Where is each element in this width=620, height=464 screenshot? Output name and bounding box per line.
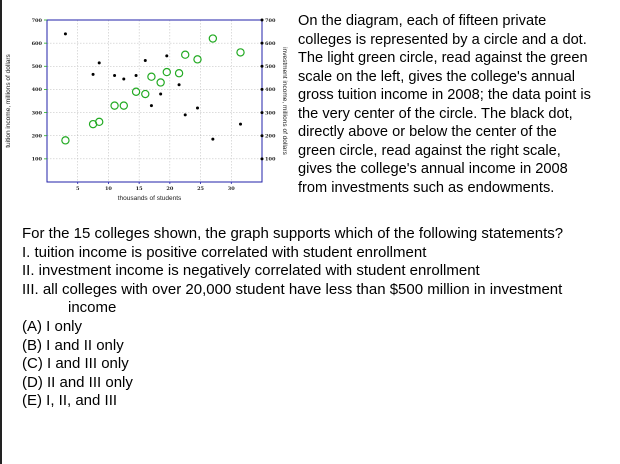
left-tick-label: 300 xyxy=(32,110,43,116)
statement-3-continuation: income xyxy=(68,299,117,317)
investment-point xyxy=(177,83,181,87)
chart-grid xyxy=(47,19,262,182)
investment-point xyxy=(211,137,215,141)
right-tick-dot xyxy=(260,41,264,45)
investment-point xyxy=(159,92,163,96)
chart-ticks: 100 200 300 400 500 600 700 100 200 300 400 500 600 7… xyxy=(32,18,276,192)
tuition-point xyxy=(156,78,165,87)
right-tick-dot xyxy=(260,18,264,22)
tuition-point xyxy=(110,101,119,110)
right-tick-label: 100 xyxy=(265,157,276,163)
scatter-chart: 100 200 300 400 500 600 700 100 200 300 400 500 600 7… xyxy=(5,18,288,202)
right-y-axis-label: investment income, millions of dollars xyxy=(281,47,288,155)
left-tick-label: 200 xyxy=(32,134,43,140)
right-tick-label: 500 xyxy=(265,64,276,70)
tuition-point xyxy=(174,69,184,78)
left-tick-label: 500 xyxy=(32,64,43,70)
option-a[interactable]: (A) I only xyxy=(22,317,83,335)
left-tick-label: 400 xyxy=(32,87,43,93)
investment-point xyxy=(97,61,101,65)
tuition-point xyxy=(208,34,218,43)
left-y-axis-label: tuition income, millions of dollars xyxy=(5,53,12,147)
statement-1: I. tuition income is positive correlated… xyxy=(22,243,427,261)
investment-point xyxy=(239,122,242,126)
right-tick-dot xyxy=(260,111,264,115)
statement-3: III. all colleges with over 20,000 stude… xyxy=(22,280,563,298)
option-e[interactable]: (E) I, II, and III xyxy=(22,392,118,410)
question-block: For the 15 colleges shown, the graph sup… xyxy=(22,225,612,411)
investment-point xyxy=(63,32,67,36)
x-tick-label: 5 xyxy=(76,186,80,192)
right-tick-label: 200 xyxy=(265,134,276,140)
investment-point xyxy=(134,74,138,78)
investment-point xyxy=(113,74,117,78)
tuition-point xyxy=(141,89,150,99)
left-tick-label: 700 xyxy=(32,18,43,24)
plot-frame xyxy=(46,19,263,183)
investment-point xyxy=(196,106,199,110)
x-tick-label: 10 xyxy=(105,186,112,192)
x-tick-label: 30 xyxy=(228,186,235,192)
x-tick-label: 25 xyxy=(197,186,204,192)
right-tick-label: 600 xyxy=(265,41,276,47)
question-stem: For the 15 colleges shown, the graph sup… xyxy=(22,225,564,242)
investment-point xyxy=(165,54,169,58)
tuition-point xyxy=(193,55,202,64)
investment-point xyxy=(149,104,153,108)
statement-2: II. investment income is negatively corr… xyxy=(22,262,480,280)
investment-point xyxy=(91,72,95,76)
intro-paragraph: On the diagram, each of fifteen private … xyxy=(298,13,591,196)
tuition-point xyxy=(162,67,171,77)
investment-point xyxy=(143,59,147,62)
x-tick-label: 20 xyxy=(166,186,173,192)
right-tick-label: 300 xyxy=(265,110,276,116)
investment-point xyxy=(122,77,126,81)
tuition-point xyxy=(119,101,128,110)
chart-marks xyxy=(61,32,245,145)
right-tick-dot xyxy=(260,134,264,138)
tuition-point xyxy=(181,50,190,59)
investment-point xyxy=(183,113,187,117)
tuition-point xyxy=(61,136,70,145)
left-tick-label: 100 xyxy=(32,157,43,163)
right-tick-label: 400 xyxy=(265,87,276,93)
tuition-point xyxy=(147,72,156,81)
page-left-border xyxy=(0,0,2,464)
option-d[interactable]: (D) II and III only xyxy=(22,373,133,391)
x-axis-label: thousands of students xyxy=(118,195,182,202)
tuition-point xyxy=(95,117,104,127)
option-c[interactable]: (C) I and III only xyxy=(22,355,129,373)
left-tick-label: 600 xyxy=(32,41,43,47)
tuition-point xyxy=(236,48,245,57)
right-tick-dot xyxy=(260,64,264,68)
right-tick-dot xyxy=(260,157,264,161)
right-tick-dot xyxy=(260,87,264,91)
x-tick-label: 15 xyxy=(136,186,143,192)
option-b[interactable]: (B) I and II only xyxy=(22,336,124,354)
right-tick-label: 700 xyxy=(265,18,276,24)
tuition-point xyxy=(131,87,141,96)
